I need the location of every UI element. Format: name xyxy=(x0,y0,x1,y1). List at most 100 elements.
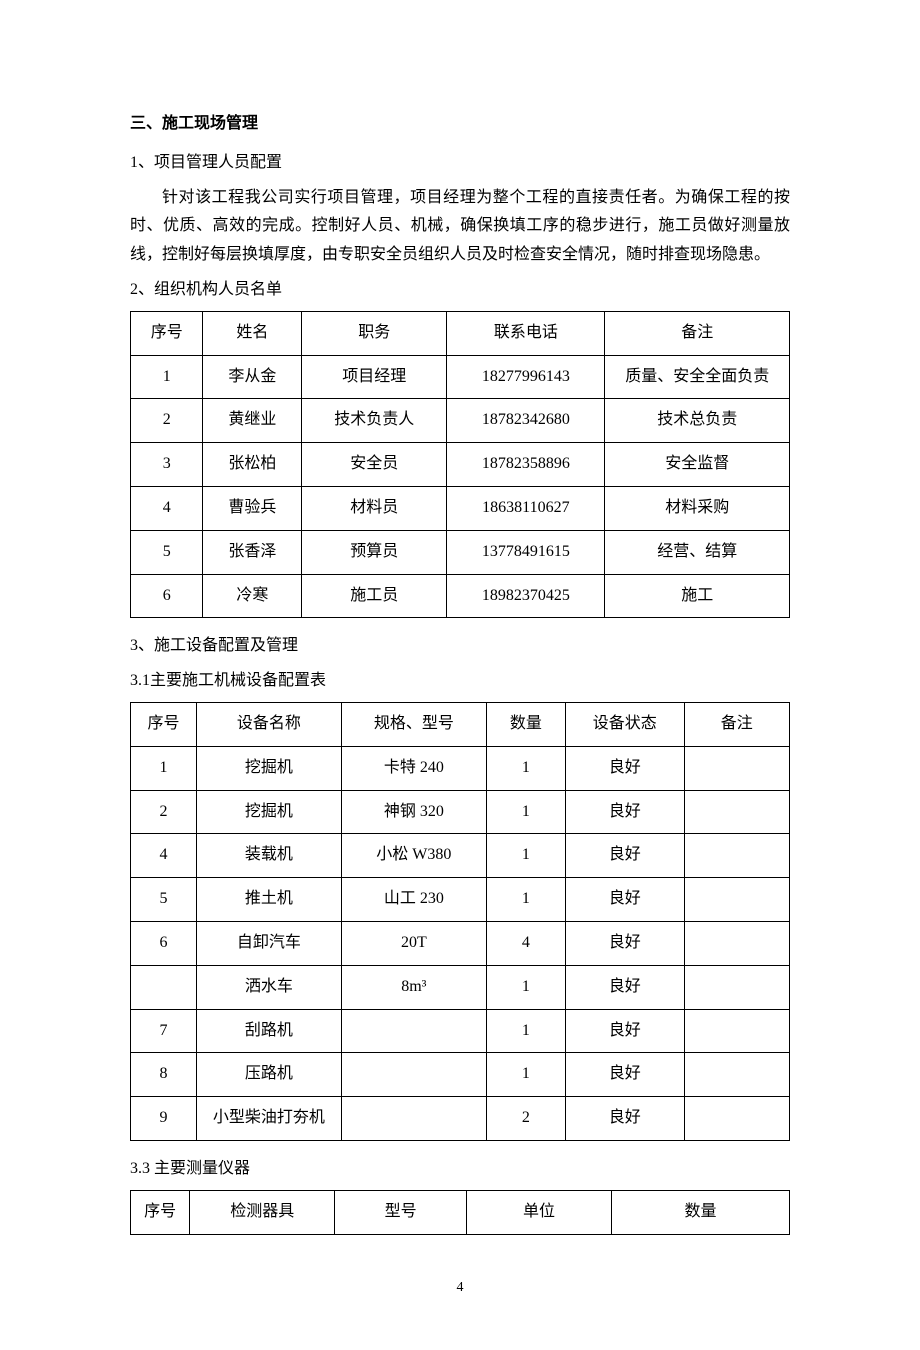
subsection-3-title: 3、施工设备配置及管理 xyxy=(130,632,790,661)
table-cell: 材料采购 xyxy=(605,486,790,530)
table-row: 2黄继业技术负责人18782342680技术总负责 xyxy=(131,399,790,443)
table-cell: 项目经理 xyxy=(302,355,447,399)
table-cell: 4 xyxy=(486,921,565,965)
table-cell: 良好 xyxy=(565,878,684,922)
table-cell: 18782358896 xyxy=(447,443,605,487)
table-cell xyxy=(684,746,789,790)
table-header: 检测器具 xyxy=(190,1190,335,1234)
table-cell: 张松柏 xyxy=(203,443,302,487)
table-header: 姓名 xyxy=(203,311,302,355)
table-cell: 安全监督 xyxy=(605,443,790,487)
table-header: 单位 xyxy=(467,1190,612,1234)
table-cell: 2 xyxy=(131,399,203,443)
table-cell: 良好 xyxy=(565,746,684,790)
table-row: 1李从金项目经理18277996143质量、安全全面负责 xyxy=(131,355,790,399)
table-cell xyxy=(684,965,789,1009)
table-header: 设备名称 xyxy=(196,702,341,746)
table-cell: 推土机 xyxy=(196,878,341,922)
table-header: 职务 xyxy=(302,311,447,355)
table-cell xyxy=(684,1053,789,1097)
subsection-2-title: 2、组织机构人员名单 xyxy=(130,276,790,305)
table-row: 6自卸汽车20T4良好 xyxy=(131,921,790,965)
table-cell: 神钢 320 xyxy=(341,790,486,834)
table-cell: 1 xyxy=(486,834,565,878)
table-cell: 6 xyxy=(131,921,197,965)
table-cell: 材料员 xyxy=(302,486,447,530)
instrument-table: 序号检测器具型号单位数量 xyxy=(130,1190,790,1235)
table-cell: 压路机 xyxy=(196,1053,341,1097)
table-header: 型号 xyxy=(335,1190,467,1234)
table-header: 联系电话 xyxy=(447,311,605,355)
table-row: 1挖掘机卡特 2401良好 xyxy=(131,746,790,790)
table-cell: 李从金 xyxy=(203,355,302,399)
subsection-1-title: 1、项目管理人员配置 xyxy=(130,149,790,178)
table-header: 备注 xyxy=(605,311,790,355)
table-header: 序号 xyxy=(131,1190,190,1234)
table-cell: 18638110627 xyxy=(447,486,605,530)
table-cell: 良好 xyxy=(565,1009,684,1053)
table-cell: 1 xyxy=(131,355,203,399)
table-cell: 2 xyxy=(486,1097,565,1141)
section-title: 三、施工现场管理 xyxy=(130,110,790,139)
table-cell xyxy=(341,1097,486,1141)
table-cell: 1 xyxy=(486,878,565,922)
table-cell: 20T xyxy=(341,921,486,965)
table-header: 设备状态 xyxy=(565,702,684,746)
table-cell: 8 xyxy=(131,1053,197,1097)
table-header: 序号 xyxy=(131,311,203,355)
table-cell: 良好 xyxy=(565,1097,684,1141)
subsection-3-1-title: 3.1主要施工机械设备配置表 xyxy=(130,667,790,696)
table-cell: 良好 xyxy=(565,965,684,1009)
table-cell: 1 xyxy=(486,965,565,1009)
table-cell: 技术负责人 xyxy=(302,399,447,443)
table-cell: 经营、结算 xyxy=(605,530,790,574)
table-header: 数量 xyxy=(486,702,565,746)
table-cell: 良好 xyxy=(565,790,684,834)
body-paragraph: 针对该工程我公司实行项目管理，项目经理为整个工程的直接责任者。为确保工程的按时、… xyxy=(130,184,790,270)
table-cell: 良好 xyxy=(565,921,684,965)
table-cell: 黄继业 xyxy=(203,399,302,443)
table-row: 洒水车8m³1良好 xyxy=(131,965,790,1009)
personnel-table: 序号姓名职务联系电话备注 1李从金项目经理18277996143质量、安全全面负… xyxy=(130,311,790,619)
table-cell: 18782342680 xyxy=(447,399,605,443)
table-cell: 18982370425 xyxy=(447,574,605,618)
table-cell: 冷寒 xyxy=(203,574,302,618)
page-number: 4 xyxy=(130,1275,790,1300)
table-cell: 2 xyxy=(131,790,197,834)
table-row: 8压路机1良好 xyxy=(131,1053,790,1097)
table-cell: 刮路机 xyxy=(196,1009,341,1053)
table-cell: 1 xyxy=(486,1053,565,1097)
table-cell: 1 xyxy=(486,746,565,790)
table-cell: 技术总负责 xyxy=(605,399,790,443)
table-cell: 良好 xyxy=(565,834,684,878)
table-cell: 7 xyxy=(131,1009,197,1053)
table-cell xyxy=(684,834,789,878)
table-row: 6冷寒施工员18982370425施工 xyxy=(131,574,790,618)
table-cell: 1 xyxy=(486,790,565,834)
table-row: 9小型柴油打夯机2良好 xyxy=(131,1097,790,1141)
table-cell xyxy=(341,1009,486,1053)
table-cell: 自卸汽车 xyxy=(196,921,341,965)
table-cell: 13778491615 xyxy=(447,530,605,574)
table-cell: 5 xyxy=(131,530,203,574)
table-cell: 4 xyxy=(131,834,197,878)
table-cell xyxy=(684,921,789,965)
table-cell xyxy=(684,1097,789,1141)
table-cell: 卡特 240 xyxy=(341,746,486,790)
equipment-table: 序号设备名称规格、型号数量设备状态备注 1挖掘机卡特 2401良好2挖掘机神钢 … xyxy=(130,702,790,1141)
table-cell: 装载机 xyxy=(196,834,341,878)
table-header: 序号 xyxy=(131,702,197,746)
table-cell: 18277996143 xyxy=(447,355,605,399)
table-cell: 9 xyxy=(131,1097,197,1141)
table-header: 规格、型号 xyxy=(341,702,486,746)
table-row: 4曹验兵材料员18638110627材料采购 xyxy=(131,486,790,530)
table-cell: 6 xyxy=(131,574,203,618)
table-cell: 8m³ xyxy=(341,965,486,1009)
table-header: 数量 xyxy=(612,1190,790,1234)
table-row: 4装载机小松 W3801良好 xyxy=(131,834,790,878)
table-cell: 施工员 xyxy=(302,574,447,618)
table-row: 5推土机山工 2301良好 xyxy=(131,878,790,922)
table-header: 备注 xyxy=(684,702,789,746)
table-cell: 挖掘机 xyxy=(196,790,341,834)
table-cell xyxy=(684,1009,789,1053)
